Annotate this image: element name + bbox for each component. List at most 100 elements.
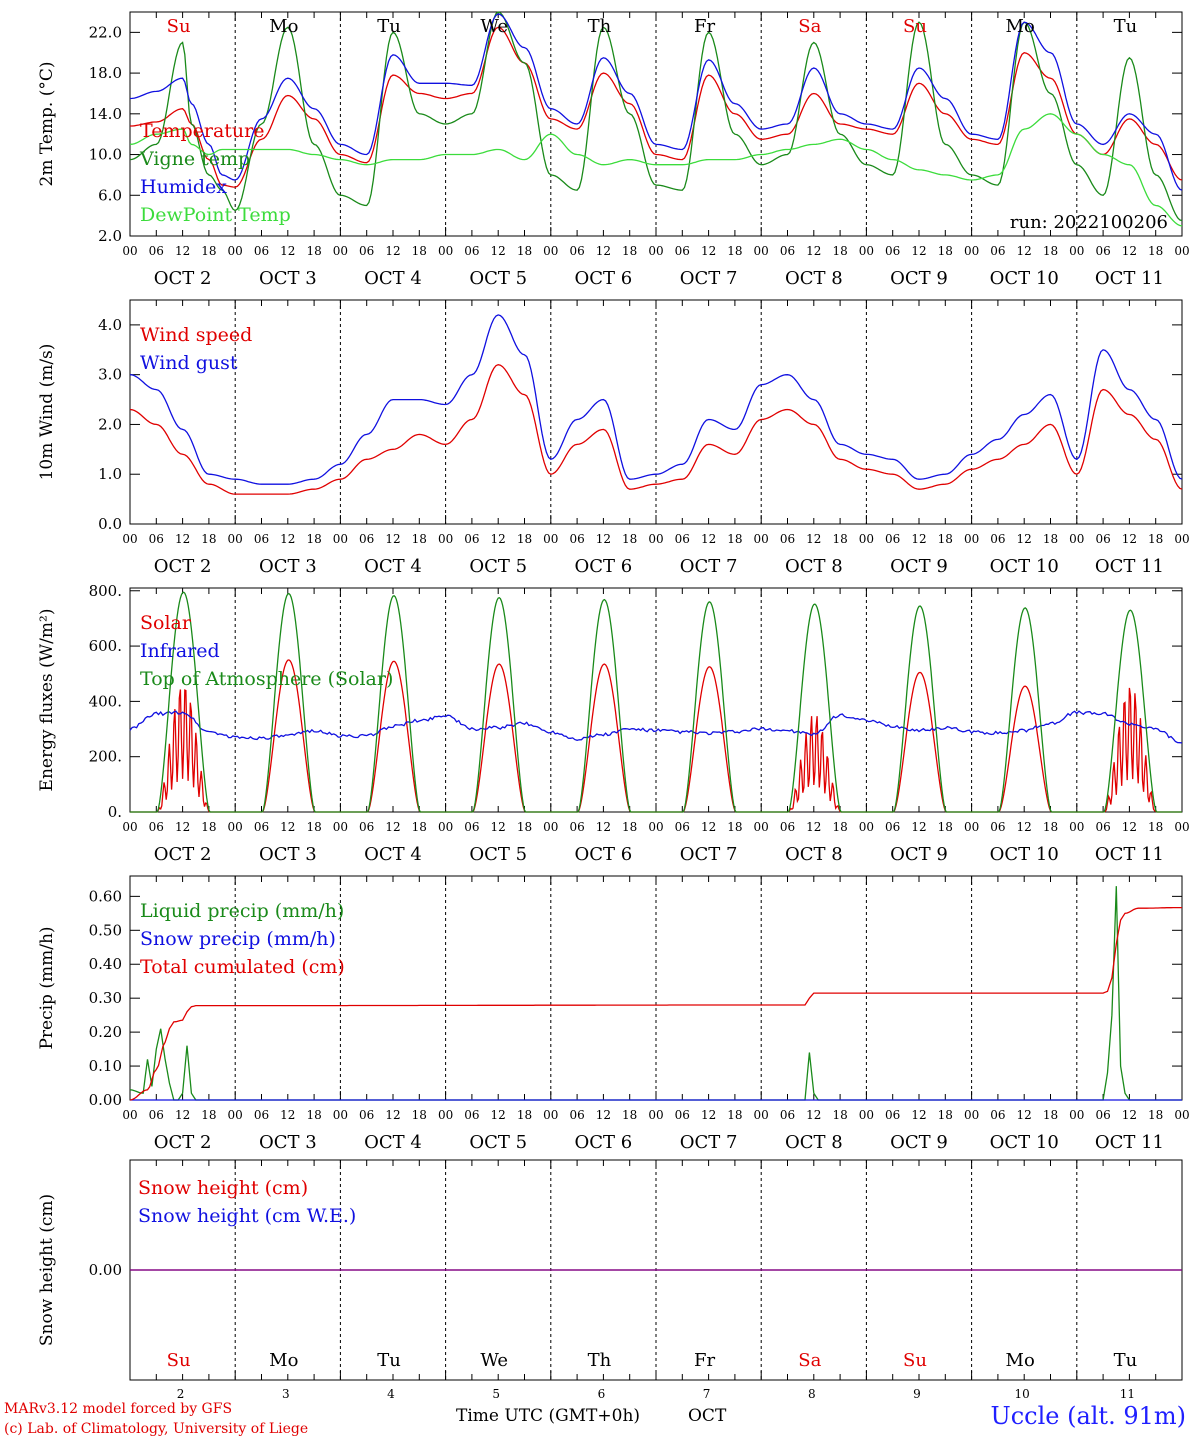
day-number: 3 [282, 1387, 290, 1401]
date-label: OCT 3 [259, 844, 317, 865]
hour-tick-label: 00 [648, 532, 663, 546]
hour-tick-label: 18 [622, 1108, 637, 1122]
hour-tick-label: 06 [1095, 820, 1110, 834]
date-label: OCT 3 [259, 1132, 317, 1153]
hour-tick-label: 12 [1017, 820, 1032, 834]
legend-entry: Vigne temp [139, 148, 250, 170]
lab-credit: (c) Lab. of Climatology, University of L… [4, 1421, 309, 1437]
date-label: OCT 8 [785, 844, 843, 865]
hour-tick-label: 18 [517, 532, 532, 546]
hour-tick-label: 00 [648, 244, 663, 258]
hour-tick-label: 00 [1069, 532, 1084, 546]
model-credit: MARv3.12 model forced by GFS [4, 1401, 233, 1417]
day-of-week-bottom: Tu [1114, 1350, 1138, 1371]
day-of-week-bottom: Mo [1006, 1350, 1035, 1371]
date-label: OCT 10 [990, 268, 1059, 289]
panel-4: 0.00 0.10 0.20 0.30 0.40 0.50 0.60 Precip (mm/h… [37, 875, 1190, 1153]
hour-tick-label: 06 [1095, 1108, 1110, 1122]
day-of-week-top: Su [167, 16, 191, 37]
hour-tick-label: 00 [228, 244, 243, 258]
hour-tick-label: 18 [306, 1108, 321, 1122]
hour-tick-label: 12 [385, 532, 400, 546]
y-tick-label: 0.60 [89, 887, 122, 905]
y-tick-label: 6.0 [98, 186, 122, 204]
hour-tick-label: 18 [727, 1108, 742, 1122]
hour-tick-label: 06 [885, 820, 900, 834]
legend-entry: Humidex [140, 176, 227, 198]
hour-tick-label: 06 [1095, 244, 1110, 258]
series-line-4 [129, 113, 1183, 227]
date-label: OCT 9 [890, 268, 948, 289]
day-of-week-bottom: Sa [798, 1350, 821, 1371]
hour-tick-label: 00 [964, 820, 979, 834]
hour-tick-label: 18 [412, 820, 427, 834]
hour-tick-label: 12 [701, 1108, 716, 1122]
legend-entry: Solar [140, 612, 192, 634]
day-of-week-bottom: Tu [377, 1350, 401, 1371]
hour-tick-label: 00 [228, 820, 243, 834]
hour-tick-label: 18 [517, 820, 532, 834]
hour-tick-label: 18 [306, 244, 321, 258]
date-label: OCT 2 [154, 1132, 212, 1153]
hour-tick-label: 12 [385, 244, 400, 258]
date-label: OCT 5 [469, 1132, 527, 1153]
hour-tick-label: 18 [622, 244, 637, 258]
hour-tick-label: 06 [990, 244, 1005, 258]
date-label: OCT 5 [469, 556, 527, 577]
date-label: OCT 9 [890, 1132, 948, 1153]
hour-tick-label: 12 [491, 244, 506, 258]
day-number: 2 [177, 1387, 185, 1401]
hour-tick-label: 12 [806, 1108, 821, 1122]
hour-tick-label: 12 [911, 1108, 926, 1122]
hour-tick-label: 06 [149, 1108, 164, 1122]
hour-tick-label: 12 [280, 1108, 295, 1122]
date-label: OCT 3 [259, 556, 317, 577]
date-label: OCT 11 [1095, 1132, 1164, 1153]
hour-tick-label: 00 [122, 532, 137, 546]
hour-tick-label: 00 [438, 532, 453, 546]
date-label: OCT 6 [575, 268, 633, 289]
y-tick-label: 0.00 [89, 1091, 122, 1109]
hour-tick-label: 18 [1043, 1108, 1058, 1122]
y-axis-label: Snow height (cm) [37, 1194, 57, 1346]
hour-tick-label: 00 [1069, 1108, 1084, 1122]
date-label: OCT 11 [1095, 268, 1164, 289]
hour-tick-label: 00 [122, 1108, 137, 1122]
hour-tick-label: 00 [754, 244, 769, 258]
hour-tick-label: 00 [543, 244, 558, 258]
hour-tick-label: 00 [859, 820, 874, 834]
hour-tick-label: 12 [175, 532, 190, 546]
hour-tick-label: 12 [701, 532, 716, 546]
hour-tick-label: 06 [675, 244, 690, 258]
day-of-week-bottom: Mo [269, 1350, 298, 1371]
hour-tick-label: 12 [175, 820, 190, 834]
hour-tick-label: 18 [412, 244, 427, 258]
series-line-2 [129, 314, 1183, 485]
legend-entry: Total cumulated (cm) [140, 956, 345, 978]
hour-tick-label: 00 [859, 1108, 874, 1122]
station-name: Uccle (alt. 91m) [990, 1402, 1186, 1430]
y-tick-label: 2.0 [98, 227, 122, 245]
day-number: 7 [703, 1387, 711, 1401]
hour-tick-label: 12 [1122, 244, 1137, 258]
hour-tick-label: 18 [201, 532, 216, 546]
day-number: 9 [913, 1387, 921, 1401]
hour-tick-label: 12 [596, 820, 611, 834]
day-number: 10 [1015, 1387, 1030, 1401]
hour-tick-label: 00 [754, 820, 769, 834]
hour-tick-label: 12 [1017, 532, 1032, 546]
date-label: OCT 11 [1095, 556, 1164, 577]
hour-tick-label: 12 [806, 244, 821, 258]
date-label: OCT 10 [990, 844, 1059, 865]
date-label: OCT 8 [785, 268, 843, 289]
y-axis-label: 2m Temp. (°C) [37, 61, 57, 186]
hour-tick-label: 18 [1148, 532, 1163, 546]
y-tick-label: 0.0 [98, 515, 122, 533]
hour-tick-label: 12 [1017, 1108, 1032, 1122]
y-tick-label: 1.0 [98, 465, 122, 483]
hour-tick-label: 18 [622, 820, 637, 834]
plot-frame [129, 11, 1183, 237]
y-tick-label: 200. [89, 748, 122, 766]
day-number: 5 [492, 1387, 500, 1401]
